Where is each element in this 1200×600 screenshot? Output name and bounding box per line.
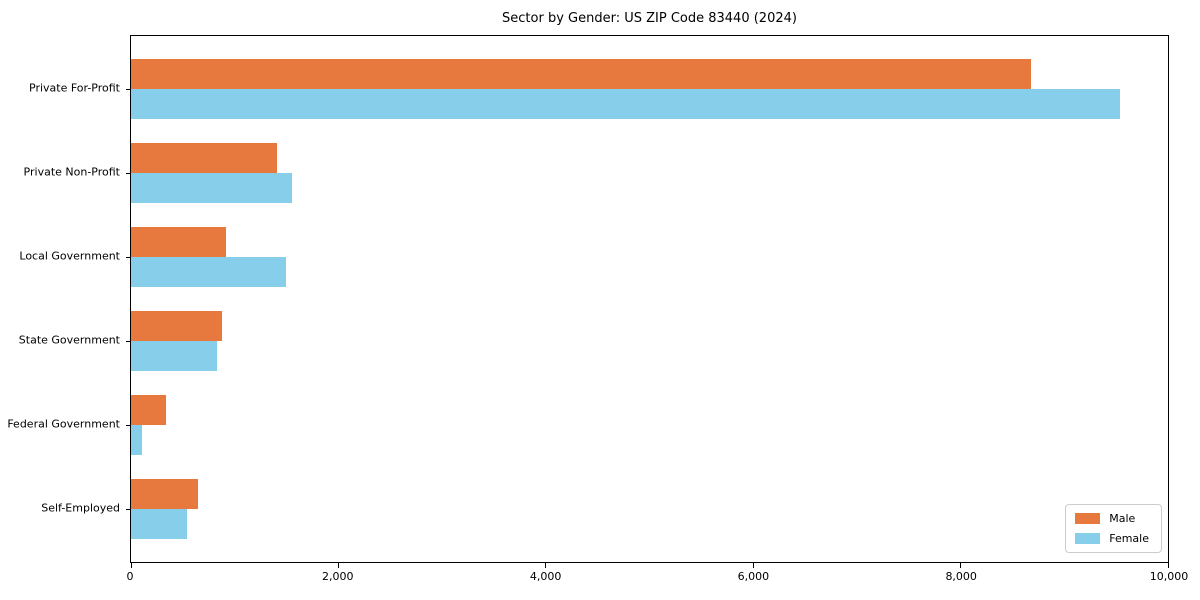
legend-item-male: Male (1075, 512, 1149, 525)
x-tick-label-0: 0 (126, 570, 134, 583)
bar-female-0 (131, 89, 1121, 119)
y-tick-mark-2 (126, 256, 131, 258)
bar-male-3 (131, 311, 223, 341)
x-tick-mark-3 (752, 563, 754, 568)
bar-male-5 (131, 479, 199, 509)
y-tick-mark-0 (126, 88, 131, 90)
x-axis-labels: 0 2,000 4,000 6,000 8,000 10,000 (126, 570, 1189, 586)
bar-female-5 (131, 509, 187, 539)
bar-male-1 (131, 143, 278, 173)
y-tick-label-2: Local Government (19, 249, 120, 263)
y-tick-label-4: Federal Government (7, 417, 120, 431)
chart-title: Sector by Gender: US ZIP Code 83440 (202… (502, 11, 797, 26)
y-tick-label-5: Self-Employed (41, 501, 120, 515)
plot-area: Male Female (126, 35, 1169, 568)
legend-label-male: Male (1109, 512, 1136, 525)
x-tick-mark-4 (960, 563, 962, 568)
bar-male-4 (131, 395, 167, 425)
x-tick-label-1: 2,000 (322, 570, 354, 583)
x-tick-label-4: 8,000 (945, 570, 977, 583)
bar-male-2 (131, 227, 227, 257)
y-tick-label-3: State Government (18, 333, 120, 347)
bar-male-0 (131, 59, 1032, 89)
legend-label-female: Female (1109, 532, 1149, 545)
x-tick-mark-2 (545, 563, 547, 568)
y-tick-mark-5 (126, 508, 131, 510)
y-axis-labels: Private For-Profit Private Non-Profit Loca… (0, 35, 120, 563)
legend-swatch-female-icon (1075, 533, 1101, 544)
legend: Male Female (1065, 504, 1162, 553)
y-tick-mark-1 (126, 172, 131, 174)
bar-female-3 (131, 341, 218, 371)
bar-female-4 (131, 425, 143, 455)
y-tick-mark-3 (126, 340, 131, 342)
x-tick-label-3: 6,000 (737, 570, 770, 583)
x-tick-label-2: 4,000 (529, 570, 562, 583)
bar-female-2 (131, 257, 286, 287)
x-tick-mark-0 (130, 563, 132, 568)
y-tick-mark-4 (126, 424, 131, 426)
bar-female-1 (131, 173, 292, 203)
x-tick-mark-1 (337, 563, 339, 568)
y-tick-label-0: Private For-Profit (29, 81, 120, 95)
x-tick-mark-5 (1167, 563, 1169, 568)
legend-swatch-male-icon (1075, 513, 1101, 524)
y-tick-label-1: Private Non-Profit (23, 165, 120, 179)
x-tick-label-5: 10,000 (1149, 570, 1189, 583)
legend-item-female: Female (1075, 532, 1149, 545)
